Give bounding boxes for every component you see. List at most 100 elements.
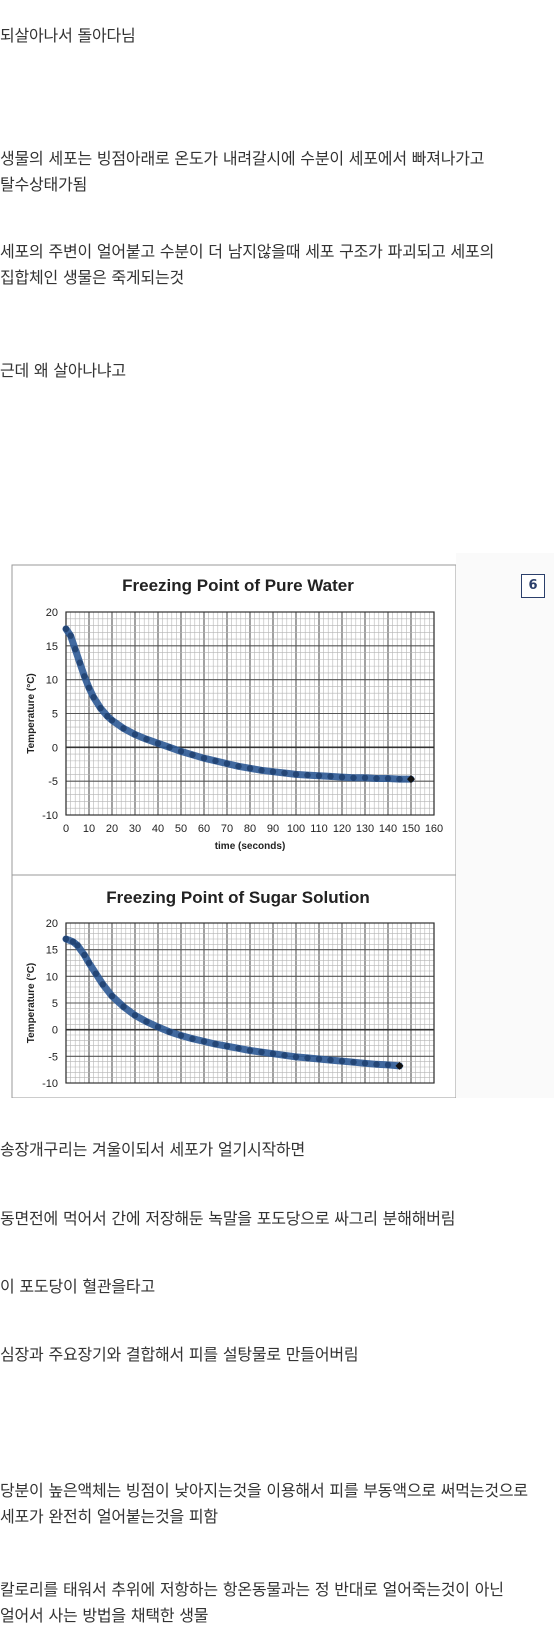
end-marker <box>395 1061 404 1070</box>
x-tick-label: 50 <box>175 823 187 835</box>
chart-title: Freezing Point of Sugar Solution <box>106 888 370 907</box>
data-point <box>327 1056 334 1064</box>
data-point <box>223 760 231 767</box>
data-point <box>258 767 265 774</box>
data-point <box>327 773 334 780</box>
data-point <box>143 1018 150 1025</box>
page-number-badge: 6 <box>521 574 545 598</box>
data-point <box>373 1061 380 1068</box>
y-axis-label: Temperature (°C) <box>26 963 37 1044</box>
data-point <box>361 1060 369 1067</box>
data-point <box>269 768 277 775</box>
data-point <box>189 1035 196 1042</box>
y-tick-label: -5 <box>48 1051 58 1063</box>
data-point <box>62 935 70 943</box>
plot-border <box>65 922 435 1084</box>
data-point <box>212 757 219 765</box>
data-point <box>154 740 162 747</box>
x-tick-label: 100 <box>287 823 305 835</box>
data-point <box>315 1055 323 1063</box>
data-point <box>154 1023 162 1031</box>
paragraph-9: 당분이 높은액체는 빙점이 낮아지는것을 이용해서 피를 부동액으로 써먹는것으… <box>0 1481 528 1526</box>
x-tick-label: 150 <box>402 823 420 835</box>
data-point <box>131 731 139 738</box>
x-tick-label: 160 <box>425 823 443 835</box>
paragraph-4: 근데 왜 살아나냐고 <box>0 361 126 380</box>
data-point <box>384 1061 392 1069</box>
data-point <box>92 970 100 977</box>
y-tick-label: 20 <box>46 918 58 930</box>
y-tick-label: 0 <box>52 742 58 754</box>
x-tick-label: 140 <box>379 823 397 835</box>
data-point <box>361 774 369 781</box>
data-point <box>189 751 196 758</box>
data-point <box>108 717 116 724</box>
data-point <box>338 773 346 781</box>
data-point <box>85 684 93 691</box>
y-tick-label: 0 <box>52 1025 58 1037</box>
data-point <box>69 938 77 945</box>
data-point <box>246 765 254 772</box>
data-point <box>384 775 392 782</box>
x-tick-label: 20 <box>106 823 118 835</box>
paragraph-10: 칼로리를 태워서 추위에 저항하는 항온동물과는 정 반대로 얼어죽는것이 아닌… <box>0 1580 504 1625</box>
end-marker <box>407 775 415 784</box>
data-point <box>338 1057 346 1065</box>
data-point <box>281 1052 288 1059</box>
data-point <box>292 771 300 778</box>
y-tick-label: -10 <box>42 810 58 822</box>
y-tick-label: 15 <box>46 641 58 653</box>
data-point <box>72 646 79 653</box>
x-tick-label: 70 <box>221 823 233 835</box>
data-point <box>108 992 116 1000</box>
data-point <box>281 769 288 777</box>
chart-title: Freezing Point of Pure Water <box>122 576 354 595</box>
data-point <box>99 981 107 988</box>
data-point <box>81 951 88 959</box>
data-point <box>350 774 357 781</box>
data-point <box>396 775 403 783</box>
y-tick-label: 5 <box>52 998 58 1010</box>
y-tick-label: 10 <box>46 971 58 983</box>
figure-margin <box>456 553 554 1098</box>
x-axis-label: time (seconds) <box>215 841 286 852</box>
y-tick-label: 20 <box>46 607 58 619</box>
data-point <box>143 736 150 743</box>
data-point <box>200 754 208 762</box>
data-point <box>269 1050 277 1057</box>
data-point <box>304 1054 311 1062</box>
freezing-point-charts: Freezing Point of Pure Water20151050-5-1… <box>11 553 554 1098</box>
data-point <box>223 1043 231 1050</box>
data-point <box>292 1053 300 1061</box>
x-tick-label: 90 <box>267 823 279 835</box>
plot-border <box>65 611 435 816</box>
data-point <box>62 625 70 633</box>
data-point <box>120 1003 127 1010</box>
data-point <box>104 713 111 720</box>
data-point <box>304 771 311 779</box>
data-point <box>373 775 380 782</box>
chart-frame <box>11 874 457 1098</box>
data-point <box>212 1040 219 1048</box>
x-tick-label: 30 <box>129 823 141 835</box>
x-tick-label: 120 <box>333 823 351 835</box>
y-tick-label: -10 <box>42 1078 58 1090</box>
x-tick-label: 0 <box>63 823 69 835</box>
data-point <box>76 659 84 666</box>
data-point <box>97 704 104 712</box>
y-tick-label: -5 <box>48 776 58 788</box>
paragraph-6: 동면전에 먹어서 간에 저장해둔 녹말을 포도당으로 싸그리 분해해버림 <box>0 1209 456 1228</box>
data-point <box>246 1047 254 1054</box>
y-tick-label: 15 <box>46 945 58 957</box>
data-point <box>235 1045 242 1052</box>
freezing-point-figure: Freezing Point of Pure Water 20 15 10 5 0 -5 -1… <box>0 553 554 1098</box>
paragraph-7: 이 포도당이 혈관을타고 <box>0 1277 155 1296</box>
data-point <box>166 744 173 751</box>
paragraph-5: 송장개구리는 겨울이되서 세포가 얼기시작하면 <box>0 1140 306 1159</box>
data-point <box>85 959 93 967</box>
data-point <box>67 632 74 639</box>
x-tick-label: 80 <box>244 823 256 835</box>
data-point <box>81 673 88 680</box>
x-tick-label: 130 <box>356 823 374 835</box>
paragraph-8: 심장과 주요장기와 결합해서 피를 설탕물로 만들어버림 <box>0 1345 359 1364</box>
